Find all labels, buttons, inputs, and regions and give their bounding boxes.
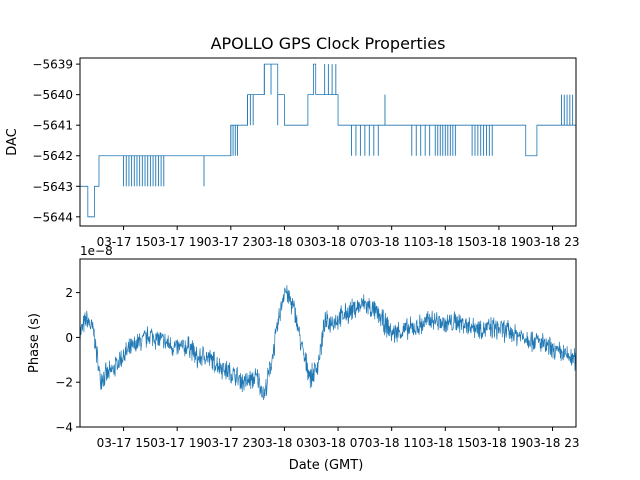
x-tick-label: 03-18 23 [526,436,580,450]
y-tick-label: −5644 [32,210,73,224]
phase-panel: −4−202 03-17 15 03-17 19 03-17 23 03-18 03 0… [27,244,580,473]
dac-y-axis-label: DAC [5,128,20,156]
x-tick-label: 03-18 07 [311,235,365,249]
y-tick-label: −5640 [32,88,73,102]
x-tick-label: 03-18 11 [365,235,419,249]
phase-x-axis-label: Date (GMT) [289,458,364,473]
x-tick-label: 03-18 19 [472,436,526,450]
dac-panel: −5644−5643−5642−5641−5640−5639 03-17 15 0… [5,57,580,249]
y-tick-label: −5639 [32,58,73,72]
phase-plot-area [79,285,577,401]
x-tick-label: 03-17 15 [97,235,151,249]
dac-y-ticks: −5644 −5643 −5642 −5641 −5640 −5639 [32,58,80,224]
x-tick-label: 03-18 07 [311,436,365,450]
y-tick-label: −4 [55,421,73,435]
x-tick-label: 03-18 11 [365,436,419,450]
phase-series-line [79,285,577,401]
x-tick-label: 03-18 23 [526,235,580,249]
x-tick-label: 03-17 23 [204,235,258,249]
phase-offset-text: 1e−8 [80,244,113,258]
y-tick-label: −2 [55,376,73,390]
x-tick-label: 03-17 19 [150,436,204,450]
y-tick-label: −5641 [32,119,73,133]
y-tick-label: 2 [65,286,73,300]
y-tick-label: 0 [65,331,73,345]
x-tick-label: 03-18 15 [418,235,472,249]
phase-y-axis-label: Phase (s) [27,313,42,373]
chart-title: APOLLO GPS Clock Properties [211,34,446,53]
x-tick-label: 03-18 03 [257,235,311,249]
dac-axes-frame [79,57,577,227]
x-tick-label: 03-18 03 [257,436,311,450]
dac-plot-area [80,63,576,218]
phase-y-ticks: −4 −2 0 2 [55,286,80,435]
y-tick-label: −5643 [32,180,73,194]
x-tick-label: 03-17 15 [97,436,151,450]
phase-x-ticks: 03-17 15 03-17 19 03-17 23 03-18 03 03-18 07… [97,427,580,450]
x-tick-label: 03-17 23 [204,436,258,450]
x-tick-label: 03-18 19 [472,235,526,249]
x-tick-label: 03-18 15 [418,436,472,450]
y-tick-label: −5642 [32,149,73,163]
phase-axes-frame [79,258,577,428]
dac-x-ticks: 03-17 15 03-17 19 03-17 23 03-18 03 03-18 07… [97,226,580,249]
x-tick-label: 03-17 19 [150,235,204,249]
